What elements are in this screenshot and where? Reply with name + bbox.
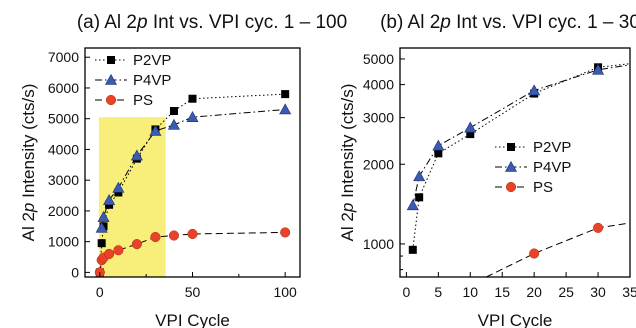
x-tick-label: 5 (434, 284, 442, 300)
data-point-p4vp (95, 221, 108, 233)
x-tick-label: 30 (590, 284, 606, 300)
data-point-p4vp (103, 194, 116, 205)
data-point-ps (187, 228, 198, 240)
y-axis-label: Al 2p Intensity (cts/s) (338, 84, 357, 242)
data-point-ps (280, 227, 291, 238)
chart-title-italic: p (439, 12, 451, 33)
legend-label-p4vp: P4VP (133, 72, 171, 89)
series-line-p4vp (101, 108, 286, 228)
y-tick-label: 5000 (363, 51, 394, 67)
data-point-p2vp (415, 193, 424, 202)
y-tick-label: 6000 (48, 80, 79, 96)
x-tick-label: 50 (185, 284, 201, 300)
y-tick-label: 0 (71, 264, 79, 280)
x-axis-label: VPI Cycle (155, 311, 230, 328)
legend-marker-p4vp (104, 73, 118, 85)
y-tick-label: 3000 (48, 172, 79, 188)
chart-title-prefix: (b) Al 2 (380, 12, 440, 33)
plot-frame (399, 47, 631, 278)
plot-area (406, 63, 630, 277)
x-tick-label: 100 (273, 284, 297, 300)
x-tick-label: 15 (494, 284, 510, 300)
y-tick-label: 4000 (48, 141, 79, 157)
data-point-p4vp (432, 139, 445, 151)
data-point-p4vp (592, 63, 605, 75)
data-point-p2vp (281, 90, 290, 99)
legend: P2VP P4VP PS (95, 52, 171, 109)
chart-title-prefix: (a) Al 2 (77, 12, 137, 33)
y-tick-label: 1000 (48, 234, 79, 250)
data-point-p4vp (279, 103, 292, 115)
chart-title-italic: p (136, 12, 148, 33)
data-point-p4vp (112, 181, 125, 193)
legend-marker-ps (505, 181, 517, 193)
y-axis-label-suffix: Intensity (cts/s) (19, 84, 38, 203)
x-tick-label: 0 (96, 284, 104, 300)
data-point-p4vp (97, 210, 110, 222)
x-tick-label: 35 (622, 284, 636, 300)
y-tick-label: 3000 (363, 110, 394, 126)
data-point-p4vp (528, 84, 541, 96)
legend-marker-ps (105, 94, 117, 106)
legend-label-ps: PS (533, 179, 553, 196)
data-point-p2vp (188, 94, 197, 103)
y-axis-label-suffix: Intensity (cts/s) (338, 84, 357, 203)
y-axis-label-prefix: Al 2 (19, 212, 38, 241)
x-tick-label: 10 (462, 284, 478, 300)
chart-title: (a) Al 2p Int vs. VPI cyc. 1 – 100 (77, 12, 347, 33)
y-tick-label: 2000 (48, 203, 79, 219)
y-axis-label-italic: p (19, 203, 38, 213)
data-point-p4vp (167, 118, 180, 130)
plot-area (94, 90, 292, 277)
legend-label-p2vp: P2VP (133, 52, 171, 69)
y-axis-label-prefix: Al 2 (338, 212, 357, 241)
data-point-ps (131, 239, 142, 250)
y-axis-label: Al 2p Intensity (cts/s) (19, 84, 38, 242)
data-point-ps (104, 248, 115, 259)
x-tick-label: 25 (558, 284, 574, 300)
legend: P2VP P4VP PS (495, 139, 571, 196)
data-point-ps (113, 245, 124, 256)
data-point-p4vp (186, 111, 199, 122)
data-point-p2vp (408, 245, 417, 254)
legend-label-ps: PS (133, 92, 153, 109)
data-point-p4vp (130, 149, 143, 161)
x-tick-label: 20 (526, 284, 542, 300)
y-tick-label: 2000 (363, 156, 394, 172)
y-tick-label: 5000 (48, 111, 79, 127)
legend-label-p2vp: P2VP (533, 139, 571, 156)
data-point-ps (150, 231, 161, 243)
data-point-p4vp (413, 170, 426, 182)
chart-title-suffix: Int vs. VPI cyc. 1 – 30 (451, 12, 636, 33)
data-point-p2vp (434, 149, 443, 158)
data-point-p2vp (97, 239, 106, 248)
legend-marker-p2vp (507, 143, 515, 151)
x-axis-label: VPI Cycle (478, 311, 553, 328)
legend-marker-p4vp (504, 160, 518, 172)
y-tick-label: 7000 (48, 49, 79, 65)
data-point-p2vp (169, 107, 178, 116)
y-tick-label: 1000 (363, 236, 394, 252)
y-tick-label: 4000 (363, 77, 394, 93)
x-tick-label: 0 (402, 284, 410, 300)
series-line-p4vp (412, 64, 630, 206)
legend-label-p4vp: P4VP (533, 159, 571, 176)
data-point-p4vp (149, 124, 162, 136)
chart-title: (b) Al 2p Int vs. VPI cyc. 1 – 30 (380, 12, 636, 33)
data-point-ps (168, 230, 180, 241)
series-line-p2vp (412, 63, 630, 250)
legend-marker-p2vp (107, 56, 115, 64)
data-point-p4vp (464, 121, 477, 133)
data-point-p4vp (406, 199, 419, 211)
data-point-p2vp (466, 130, 475, 139)
y-axis-label-italic: p (338, 203, 357, 213)
chart-panel-b: 0 5 10 15 20 25 30 35 1000 2000 3000 4000 5000 (b) Al… (338, 12, 636, 328)
chart-title-suffix: Int vs. VPI cyc. 1 – 100 (148, 12, 348, 33)
series-line-ps (486, 222, 630, 277)
data-point-ps (529, 248, 540, 259)
data-point-ps (593, 222, 604, 233)
